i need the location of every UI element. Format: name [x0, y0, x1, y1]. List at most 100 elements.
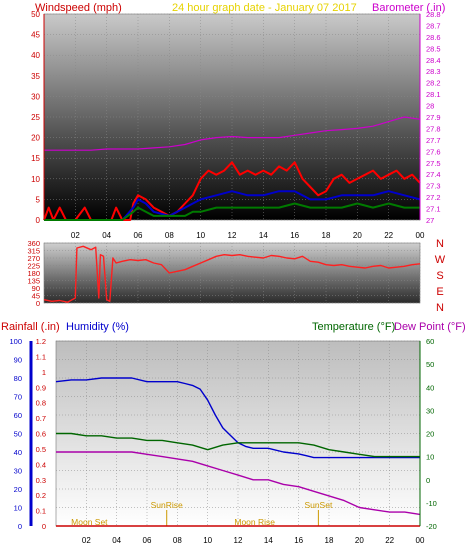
wind-x-tick-label: 08 — [165, 231, 174, 240]
temperature-tick-label: -10 — [426, 499, 437, 508]
temperature-tick-labels: -20 -10 0 10 20 30 40 50 60 — [426, 337, 437, 531]
wind-x-tick-label: 20 — [353, 231, 362, 240]
series-wind-average-line — [44, 190, 421, 221]
wind-x-tick-label: 22 — [384, 231, 393, 240]
windspeed-tick-label: 30 — [31, 92, 40, 101]
barometer-tick-label: 27.6 — [426, 147, 441, 156]
windspeed-tick-label: 50 — [31, 10, 40, 19]
barometer-tick-label: 27.8 — [426, 124, 441, 133]
compass-label: S — [436, 270, 443, 282]
humidity-x-tick-label: 02 — [82, 536, 91, 545]
humidity-tick-label: 100 — [9, 337, 22, 346]
humidity-x-tick-labels: 02 04 06 08 10 12 14 16 18 20 22 00 — [82, 536, 425, 545]
temperature-tick-label: 60 — [426, 337, 434, 346]
rain-tick-label: 0.9 — [36, 383, 46, 392]
compass-label: N — [436, 302, 444, 314]
compass-label: E — [436, 286, 443, 298]
wind-x-tick-labels: 02 04 06 08 10 12 14 16 18 20 22 00 — [71, 231, 425, 240]
barometer-tick-label: 28.8 — [426, 10, 441, 19]
wind-x-tick-label: 04 — [102, 231, 111, 240]
humidity-x-tick-label: 18 — [325, 536, 334, 545]
compass-label: W — [435, 254, 446, 266]
wind-x-tick-label: 12 — [228, 231, 237, 240]
rain-tick-label: 0.3 — [36, 476, 46, 485]
windspeed-tick-label: 0 — [36, 216, 41, 225]
humidity-x-tick-label: 04 — [112, 536, 121, 545]
rain-tick-label: 1 — [42, 368, 46, 377]
humidity-x-tick-label: 22 — [385, 536, 394, 545]
temperature-tick-label: 0 — [426, 476, 430, 485]
barometer-tick-labels: 27 27.1 27.2 27.3 27.4 27.5 27.6 27.7 27.8 27.9 28… — [426, 10, 441, 225]
wind-x-tick-label: 10 — [196, 231, 205, 240]
barometer-tick-label: 28.2 — [426, 79, 441, 88]
windspeed-tick-label: 40 — [31, 51, 40, 60]
temperature-tick-label: 50 — [426, 360, 434, 369]
rain-tick-label: 1.1 — [36, 352, 46, 361]
graph-date-title: 24 hour graph date - January 07 2017 — [172, 2, 357, 14]
humidity-tick-label: 60 — [14, 411, 22, 420]
series-wind-direction-avg-line — [44, 202, 420, 221]
series-barometer-line — [44, 116, 421, 151]
direction-tick-label: 315 — [27, 247, 40, 256]
windspeed-tick-labels: 0 5 10 15 20 25 30 35 40 45 50 — [31, 10, 40, 225]
direction-tick-label: 270 — [27, 254, 40, 263]
humidity-x-tick-label: 00 — [416, 536, 425, 545]
barometer-tick-label: 28.3 — [426, 67, 441, 76]
sun-moon-label: Moon Set — [71, 517, 108, 527]
humidity-tick-label: 10 — [14, 504, 22, 513]
humidity-x-tick-label: 14 — [264, 536, 273, 545]
barometer-tick-label: 27.1 — [426, 205, 441, 214]
humidity-x-tick-label: 16 — [294, 536, 303, 545]
rain-tick-label: 0.4 — [36, 460, 46, 469]
windspeed-tick-label: 45 — [31, 31, 40, 40]
rain-tick-label: 0.2 — [36, 491, 46, 500]
wind-x-tick-label: 02 — [71, 231, 80, 240]
humidity-axis-title: Humidity (%) — [66, 321, 129, 333]
barometer-tick-label: 27.7 — [426, 136, 441, 145]
rain-tick-label: 0 — [42, 522, 46, 531]
windspeed-tick-label: 25 — [31, 113, 40, 122]
direction-tick-label: 0 — [36, 299, 40, 308]
barometer-axis-title: Barometer (.in) — [372, 2, 445, 14]
sun-moon-label: Moon Rise — [234, 517, 275, 527]
wind-x-tick-label: 18 — [322, 231, 331, 240]
barometer-tick-label: 27.4 — [426, 170, 441, 179]
windspeed-axis-title: Windspeed (mph) — [35, 2, 122, 14]
wind-x-tick-label: 00 — [416, 231, 425, 240]
wind-x-tick-label: 16 — [290, 231, 299, 240]
humidity-x-tick-label: 06 — [143, 536, 152, 545]
barometer-tick-label: 28 — [426, 102, 434, 111]
direction-tick-label: 135 — [27, 277, 40, 286]
temperature-axis-title: Temperature (°F) — [312, 321, 395, 333]
series-dew-point-line — [56, 451, 421, 516]
rain-tick-label: 1.2 — [36, 337, 46, 346]
barometer-tick-label: 27 — [426, 216, 434, 225]
direction-tick-label: 45 — [32, 292, 40, 301]
humidity-tick-label: 40 — [14, 448, 22, 457]
wind-x-tick-label: 14 — [259, 231, 268, 240]
humidity-tick-label: 90 — [14, 356, 22, 365]
windspeed-tick-label: 10 — [31, 175, 40, 184]
series-temperature-line — [56, 432, 420, 458]
wind-x-tick-label: 06 — [134, 231, 143, 240]
windspeed-tick-label: 15 — [31, 154, 40, 163]
temperature-tick-label: 20 — [426, 430, 434, 439]
rain-tick-label: 0.8 — [36, 399, 46, 408]
dewpoint-axis-title: Dew Point (°F) — [394, 321, 466, 333]
rain-tick-label: 0.5 — [36, 445, 46, 454]
rain-tick-label: 0.6 — [36, 430, 46, 439]
barometer-tick-label: 27.5 — [426, 159, 441, 168]
barometer-tick-label: 27.3 — [426, 182, 441, 191]
direction-tick-label: 360 — [27, 239, 40, 248]
temperature-tick-label: 30 — [426, 406, 434, 415]
barometer-tick-label: 27.2 — [426, 193, 441, 202]
humidity-x-tick-label: 10 — [203, 536, 212, 545]
wind-series-group — [43, 116, 421, 221]
barometer-tick-label: 28.7 — [426, 21, 441, 30]
barometer-tick-label: 28.5 — [426, 44, 441, 53]
series-wind-direction-line — [43, 245, 421, 303]
humidity-series-group — [55, 377, 421, 527]
humidity-x-tick-label: 20 — [355, 536, 364, 545]
windspeed-tick-label: 5 — [36, 195, 41, 204]
